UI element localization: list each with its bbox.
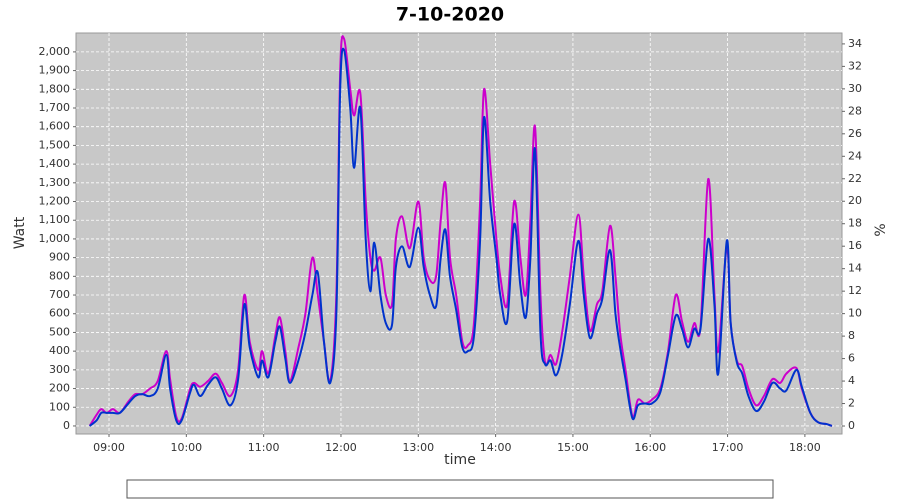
- x-tick-label: 17:00: [712, 441, 744, 454]
- x-tick-label: 09:00: [93, 441, 125, 454]
- y-tick-label: 100: [49, 400, 70, 413]
- y2-tick-label: 16: [848, 239, 862, 252]
- x-tick-label: 16:00: [634, 441, 666, 454]
- legend: [126, 479, 774, 499]
- y2-tick-label: 18: [848, 217, 862, 230]
- y2-tick-label: 14: [848, 262, 862, 275]
- y-tick-label: 1,000: [39, 232, 71, 245]
- y2-axis-label: %: [873, 223, 889, 236]
- y-tick-label: 900: [49, 251, 70, 264]
- chart-title: 7-10-2020: [396, 4, 504, 26]
- y2-tick-label: 10: [848, 307, 862, 320]
- y-tick-label: 1,100: [39, 213, 71, 226]
- y2-tick-label: 34: [848, 37, 862, 50]
- y2-tick-label: 28: [848, 104, 862, 117]
- y-axis-label: Watt: [12, 216, 28, 249]
- y2-tick-label: 8: [848, 329, 855, 342]
- y2-tick-label: 12: [848, 284, 862, 297]
- y2-tick-label: 26: [848, 127, 862, 140]
- y-tick-label: 500: [49, 325, 70, 338]
- y-tick-label: 1,700: [39, 101, 71, 114]
- y2-tick-label: 2: [848, 397, 855, 410]
- y2-tick-label: 24: [848, 149, 862, 162]
- y2-tick-label: 6: [848, 352, 855, 365]
- y-tick-label: 200: [49, 382, 70, 395]
- y-tick-label: 1,600: [39, 120, 71, 133]
- x-tick-label: 13:00: [402, 441, 434, 454]
- y-tick-label: 1,900: [39, 64, 71, 77]
- y-tick-label: 800: [49, 269, 70, 282]
- y-tick-label: 1,400: [39, 157, 71, 170]
- y-tick-label: 1,800: [39, 82, 71, 95]
- y2-tick-label: 20: [848, 194, 862, 207]
- series-line: [89, 47, 833, 427]
- plot-area: [75, 32, 843, 435]
- x-tick-label: 11:00: [248, 441, 280, 454]
- y-tick-label: 1,300: [39, 176, 71, 189]
- x-tick-label: 12:00: [325, 441, 357, 454]
- y-tick-label: 0: [63, 419, 70, 432]
- y2-tick-label: 0: [848, 419, 855, 432]
- y-tick-label: 1,500: [39, 138, 71, 151]
- y-tick-label: 400: [49, 344, 70, 357]
- y2-tick-label: 4: [848, 374, 855, 387]
- y-tick-label: 2,000: [39, 45, 71, 58]
- y2-tick-label: 30: [848, 82, 862, 95]
- y-tick-label: 700: [49, 288, 70, 301]
- x-tick-label: 14:00: [480, 441, 512, 454]
- y2-tick-label: 32: [848, 59, 862, 72]
- y-tick-label: 300: [49, 363, 70, 376]
- y-tick-label: 600: [49, 307, 70, 320]
- y-tick-label: 1,200: [39, 195, 71, 208]
- x-axis-label: time: [444, 452, 476, 468]
- x-tick-label: 15:00: [557, 441, 589, 454]
- x-tick-label: 10:00: [170, 441, 202, 454]
- x-tick-label: 18:00: [789, 441, 821, 454]
- y2-tick-label: 22: [848, 172, 862, 185]
